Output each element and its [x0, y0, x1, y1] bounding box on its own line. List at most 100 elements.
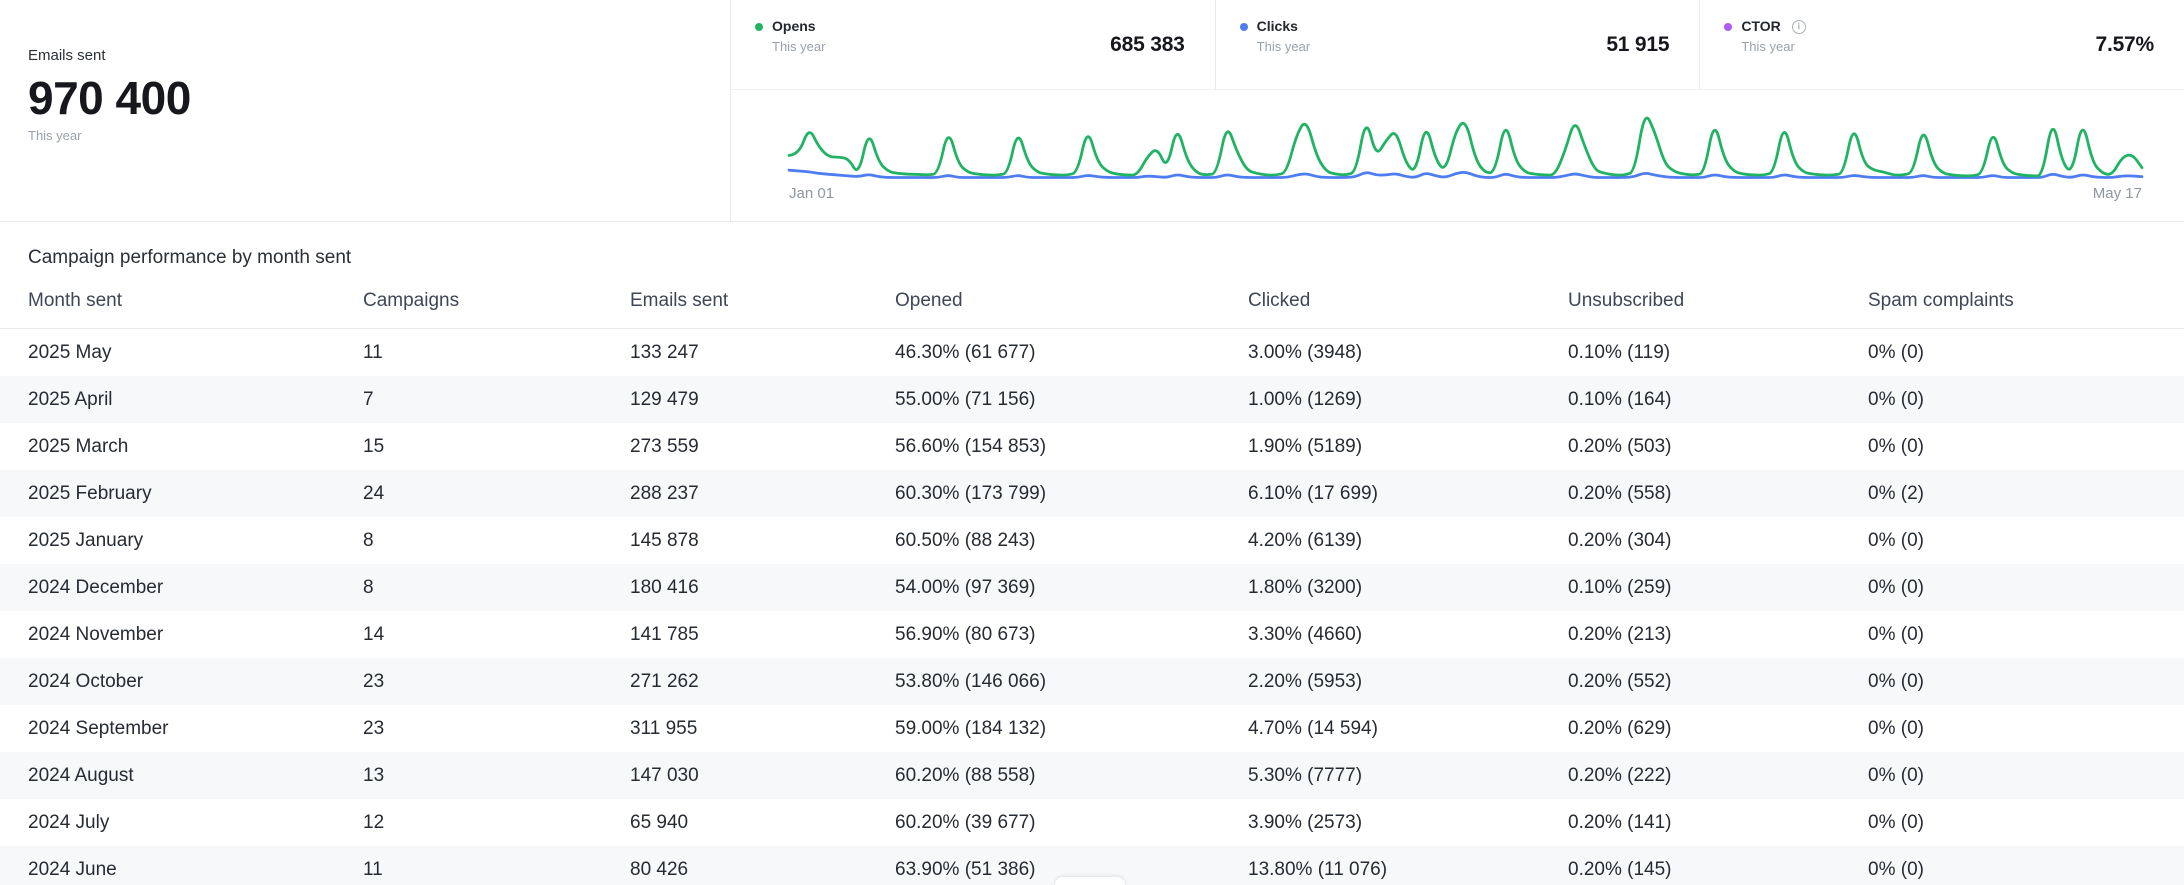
table-cell: 0% (0) [1868, 388, 1924, 410]
table-cell: 1.80% (3200) [1248, 576, 1363, 598]
table-cell: 11 [363, 858, 383, 880]
table-cell: 53.80% (146 066) [895, 670, 1047, 692]
column-header-month-sent: Month sent [28, 289, 122, 311]
table-row[interactable]: 2025 January 8 145 878 60.50% (88 243) 4.20%… [0, 517, 2184, 564]
table-cell: 55.00% (71 156) [895, 388, 1036, 410]
opens-value: 685 383 [1110, 32, 1185, 56]
table-cell: 180 416 [630, 576, 699, 598]
table-cell: 4.20% (6139) [1248, 529, 1363, 551]
table-cell: 23 [363, 717, 385, 739]
table-cell: 6.10% (17 699) [1248, 482, 1378, 504]
table-cell: 54.00% (97 369) [895, 576, 1036, 598]
series-line-opens [787, 116, 2144, 178]
table-cell: 7 [363, 388, 374, 410]
table-row[interactable]: 2025 May 11 133 247 46.30% (61 677) 3.00% (3… [0, 329, 2184, 376]
table-cell: 0% (0) [1868, 811, 1924, 833]
table-cell: 13.80% (11 076) [1248, 858, 1388, 880]
table-cell: 0% (0) [1868, 764, 1924, 786]
table-cell: 2025 February [28, 482, 152, 504]
table-header-row: Month sent Campaigns Emails sent Opened Clic… [0, 273, 2184, 329]
table-cell: 1.90% (5189) [1248, 435, 1363, 457]
table-cell: 2024 July [28, 811, 110, 833]
table-row[interactable]: 2024 July 12 65 940 60.20% (39 677) 3.90% (2… [0, 799, 2184, 846]
table-cell: 14 [363, 623, 385, 645]
line-chart-canvas[interactable] [731, 90, 2184, 221]
table-cell: 0.20% (629) [1568, 717, 1672, 739]
series-line-clicks [787, 168, 2144, 179]
table-row[interactable]: 2024 November 14 141 785 56.90% (80 673) 3.3… [0, 611, 2184, 658]
activity-chart[interactable]: Jan 01 May 17 [731, 90, 2184, 221]
table-cell: 0% (0) [1868, 529, 1924, 551]
table-row[interactable]: 2024 June 11 80 426 63.90% (51 386) 13.80% (… [0, 846, 2184, 885]
table-cell: 3.90% (2573) [1248, 811, 1363, 833]
table-cell: 2025 May [28, 341, 112, 363]
column-header-spam-complaints: Spam complaints [1868, 289, 2014, 311]
table-cell: 13 [363, 764, 385, 786]
table-cell: 8 [363, 529, 374, 551]
table-row[interactable]: 2025 April 7 129 479 55.00% (71 156) 1.00% (… [0, 376, 2184, 423]
ctor-info-icon[interactable]: i [1791, 19, 1806, 34]
table-cell: 2024 December [28, 576, 164, 598]
table-cell: 2024 October [28, 670, 144, 692]
table-cell: 0% (0) [1868, 435, 1924, 457]
emails-sent-label: Emails sent [28, 47, 106, 64]
table-cell: 56.90% (80 673) [895, 623, 1036, 645]
table-cell: 4.70% (14 594) [1248, 717, 1378, 739]
metrics-panel: Opens This year 685 383 Clicks This year… [731, 0, 2184, 221]
table-row[interactable]: 2024 August 13 147 030 60.20% (88 558) 5.30%… [0, 752, 2184, 799]
table-cell: 15 [363, 435, 385, 457]
table-cell: 0% (0) [1868, 623, 1924, 645]
table-cell: 147 030 [630, 764, 699, 786]
ctor-legend-dot-icon [1724, 22, 1733, 31]
table-cell: 2025 March [28, 435, 129, 457]
table-row[interactable]: 2024 October 23 271 262 53.80% (146 066) 2.2… [0, 658, 2184, 705]
table-cell: 0.20% (552) [1568, 670, 1672, 692]
table-title: Campaign performance by month sent [28, 247, 352, 268]
table-cell: 145 878 [630, 529, 699, 551]
column-header-unsubscribed: Unsubscribed [1568, 289, 1685, 311]
emails-sent-value: 970 400 [28, 72, 191, 124]
ctor-period: This year [1741, 39, 1795, 54]
stat-card-ctor-info: CTOR i This year [1724, 0, 1806, 54]
table-cell: 8 [363, 576, 374, 598]
clicks-period: This year [1256, 39, 1311, 54]
table-cell: 60.30% (173 799) [895, 482, 1047, 504]
table-cell: 60.20% (39 677) [895, 811, 1036, 833]
x-axis-start-label: Jan 01 [789, 185, 835, 202]
emails-sent-card: Emails sent 970 400 This year [0, 0, 731, 221]
clicks-legend-dot-icon [1239, 22, 1248, 31]
table-row[interactable]: 2024 December 8 180 416 54.00% (97 369) 1.80… [0, 564, 2184, 611]
table-row[interactable]: 2025 February 24 288 237 60.30% (173 799) 6.… [0, 470, 2184, 517]
table-cell: 0.20% (213) [1568, 623, 1672, 645]
table-cell: 80 426 [630, 858, 689, 880]
x-axis-end-label: May 17 [2092, 185, 2142, 202]
bottom-widget-handle[interactable] [1054, 876, 1126, 885]
table-cell: 271 262 [630, 670, 699, 692]
table-cell: 23 [363, 670, 385, 692]
stat-card-clicks-info: Clicks This year [1239, 0, 1311, 54]
table-row[interactable]: 2024 September 23 311 955 59.00% (184 132) 4… [0, 705, 2184, 752]
ctor-value: 7.57% [2095, 32, 2155, 56]
table-cell: 133 247 [630, 341, 699, 363]
table-cell: 288 237 [630, 482, 699, 504]
stat-card-ctor[interactable]: CTOR i This year 7.57% [1700, 0, 2184, 89]
table-cell: 3.30% (4660) [1248, 623, 1363, 645]
table-cell: 129 479 [630, 388, 699, 410]
table-cell: 0.20% (145) [1568, 858, 1672, 880]
campaign-performance-section: Campaign performance by month sent Month… [0, 222, 2184, 885]
table-cell: 2.20% (5953) [1248, 670, 1363, 692]
table-cell: 0% (0) [1868, 858, 1924, 880]
table-cell: 0.20% (304) [1568, 529, 1672, 551]
table-cell: 3.00% (3948) [1248, 341, 1363, 363]
table-cell: 0.10% (259) [1568, 576, 1672, 598]
table-cell: 2025 April [28, 388, 113, 410]
stat-card-opens[interactable]: Opens This year 685 383 [731, 0, 1216, 89]
table-cell: 0% (2) [1868, 482, 1924, 504]
stat-card-clicks[interactable]: Clicks This year 51 915 [1216, 0, 1701, 89]
table-cell: 2025 January [28, 529, 144, 551]
opens-legend-dot-icon [755, 22, 763, 31]
table-row[interactable]: 2025 March 15 273 559 56.60% (154 853) 1.90%… [0, 423, 2184, 470]
table-cell: 0.20% (141) [1568, 811, 1672, 833]
table-cell: 0.10% (164) [1568, 388, 1672, 410]
column-header-opened: Opened [895, 289, 963, 311]
